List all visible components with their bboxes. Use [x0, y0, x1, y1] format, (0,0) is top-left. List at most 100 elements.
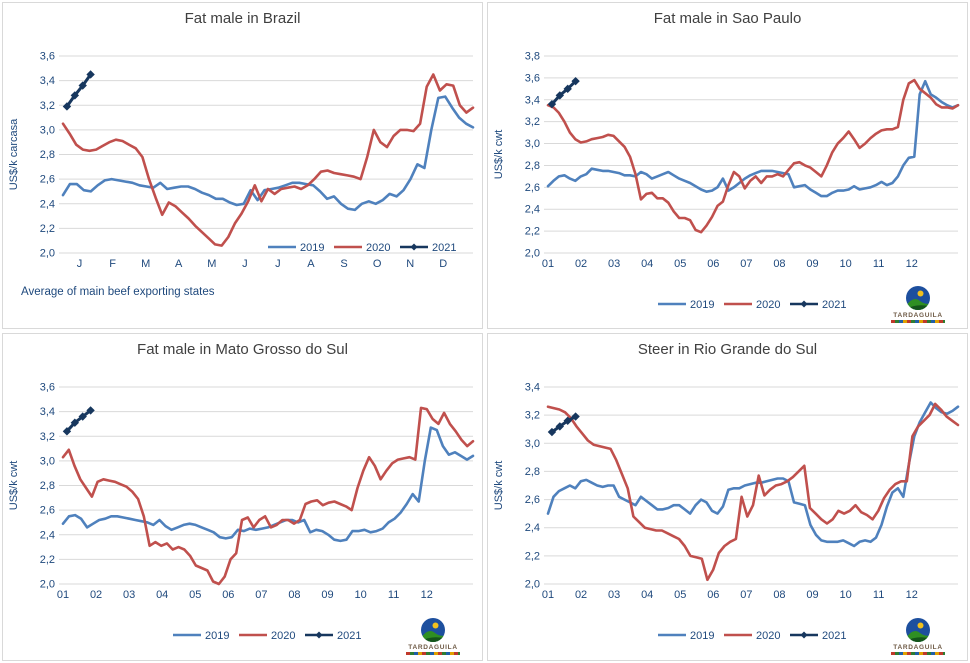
- x-tick-label: M: [207, 258, 216, 270]
- y-tick-label: 2,2: [525, 550, 540, 562]
- legend-label-2020: 2020: [366, 242, 390, 254]
- x-tick-label: 01: [542, 258, 554, 270]
- series-line-2021: [65, 408, 93, 433]
- x-tick-label: 09: [321, 589, 333, 601]
- legend-label-2020: 2020: [756, 299, 780, 311]
- x-tick-label: 07: [740, 258, 752, 270]
- y-tick-label: 2,4: [40, 529, 55, 541]
- y-tick-label: 2,4: [40, 198, 55, 210]
- y-tick-label: 2,0: [40, 248, 55, 260]
- x-tick-label: 06: [707, 258, 719, 270]
- tardaguila-logo-text: TARDAGUILA: [893, 312, 943, 319]
- y-tick-label: 3,6: [40, 382, 55, 394]
- legend-label-2019: 2019: [690, 630, 714, 642]
- x-tick-label: J: [77, 258, 83, 270]
- y-tick-label: 3,4: [40, 406, 55, 418]
- legend-label-2021: 2021: [822, 299, 846, 311]
- legend-label-2021: 2021: [432, 242, 456, 254]
- chart-title-rio-grande: Steer in Rio Grande do Sul: [637, 341, 818, 358]
- y-tick-label: 2,0: [525, 248, 540, 260]
- tardaguila-logo: TARDAGUILA: [879, 285, 957, 323]
- x-tick-label: A: [175, 258, 183, 270]
- x-tick-label: 10: [839, 258, 851, 270]
- y-tick-label: 2,8: [525, 466, 540, 478]
- x-tick-label: D: [439, 258, 447, 270]
- series-marker-2021: [86, 406, 95, 415]
- y-tick-label: 2,4: [525, 522, 540, 534]
- grid-cell: Fat male in Sao Paulo 2,0 2,2 2,4 2,6 2,8 3,0…: [485, 0, 970, 331]
- x-tick-label: 03: [608, 589, 620, 601]
- tardaguila-globe-icon: [906, 286, 930, 310]
- chart-title-mato-grosso: Fat male in Mato Grosso do Sul: [137, 341, 348, 358]
- x-tick-label: 12: [421, 589, 433, 601]
- x-tick-label: 05: [674, 589, 686, 601]
- x-tick-label: S: [340, 258, 347, 270]
- y-tick-label: 3,6: [525, 72, 540, 84]
- x-tick-label: 02: [575, 589, 587, 601]
- y-tick-label: 2,4: [525, 204, 540, 216]
- y-tick-label: 3,2: [525, 410, 540, 422]
- tardaguila-logo: TARDAGUILA: [394, 617, 472, 655]
- chart-canvas-mato-grosso: 2,0 2,2 2,4 2,6 2,8 3,0 3,2 3,4 3,6 US$/k cwt 01 02…: [8, 382, 475, 642]
- y-tick-label: 2,2: [40, 554, 55, 566]
- x-tick-label: 04: [641, 258, 653, 270]
- legend-label-2020: 2020: [271, 630, 295, 642]
- x-tick-label: 11: [873, 258, 884, 270]
- series-marker-2021: [78, 81, 87, 90]
- x-tick-label: 07: [255, 589, 267, 601]
- y-tick-label: 3,2: [40, 431, 55, 443]
- legend-label-2021: 2021: [337, 630, 361, 642]
- x-tick-label: 05: [189, 589, 201, 601]
- series-line-2021: [550, 415, 578, 434]
- series-line-2021: [550, 79, 578, 106]
- x-tick-label: 01: [57, 589, 69, 601]
- x-tick-label: O: [373, 258, 382, 270]
- x-tick-label: 05: [674, 258, 686, 270]
- legend-marker-2021: [800, 300, 808, 308]
- series-marker-2021: [70, 418, 80, 427]
- chart-canvas-brazil: 2,0 2,2 2,4 2,6 2,8 3,0 3,2 3,4 3,6 US$/k carcasa…: [8, 51, 475, 270]
- y-tick-label: 2,6: [40, 505, 55, 517]
- x-tick-label: J: [275, 258, 281, 270]
- chart-panel-fat-male-brazil: Fat male in Brazil 2,0 2,2 2,4 2,6 2,8 3,0 3,2…: [2, 2, 483, 329]
- y-tick-label: 2,8: [40, 480, 55, 492]
- x-tick-label: 04: [641, 589, 653, 601]
- x-tick-label: 09: [806, 258, 818, 270]
- series-line-2020: [61, 73, 475, 247]
- series-marker-2021: [86, 70, 95, 79]
- y-tick-label: 3,2: [525, 116, 540, 128]
- y-tick-label: 2,8: [525, 160, 540, 172]
- chart-footnote-brazil: Average of main beef exporting states: [21, 286, 215, 298]
- series-marker-2021: [555, 422, 565, 431]
- x-tick-label: 08: [773, 258, 785, 270]
- series-line-2019: [61, 95, 475, 212]
- series-line-2021: [65, 73, 93, 108]
- y-axis-title: US$/k carcasa: [8, 118, 20, 190]
- y-tick-label: 3,0: [40, 455, 55, 467]
- tardaguila-globe-icon: [906, 618, 930, 642]
- x-tick-label: 09: [806, 589, 818, 601]
- y-tick-label: 2,0: [525, 579, 540, 591]
- grid-cell: Steer in Rio Grande do Sul 2,0 2,2 2,4 2,6 2…: [485, 331, 970, 663]
- legend-marker-2021: [315, 631, 323, 639]
- y-tick-label: 3,0: [525, 438, 540, 450]
- x-tick-label: N: [406, 258, 414, 270]
- grid-cell: Fat male in Mato Grosso do Sul 2,0 2,2 2,4…: [0, 331, 485, 663]
- series-marker-2021: [563, 84, 572, 94]
- tardaguila-logo: TARDAGUILA: [879, 617, 957, 655]
- y-tick-label: 2,8: [40, 149, 55, 161]
- tardaguila-logo-subtext: [891, 652, 945, 655]
- x-tick-label: 08: [773, 589, 785, 601]
- tardaguila-logo-text: TARDAGUILA: [893, 644, 943, 651]
- tardaguila-globe-icon: [421, 618, 445, 642]
- x-tick-label: 04: [156, 589, 168, 601]
- x-tick-label: 03: [123, 589, 135, 601]
- legend-label-2019: 2019: [300, 242, 324, 254]
- x-tick-label: A: [307, 258, 315, 270]
- chart-panel-fat-male-sao-paulo: Fat male in Sao Paulo 2,0 2,2 2,4 2,6 2,8 3,0…: [487, 2, 968, 329]
- x-tick-label: 11: [873, 589, 884, 601]
- x-tick-label: 06: [222, 589, 234, 601]
- y-tick-label: 2,2: [525, 226, 540, 238]
- y-axis-title: US$/k cwt: [493, 461, 505, 511]
